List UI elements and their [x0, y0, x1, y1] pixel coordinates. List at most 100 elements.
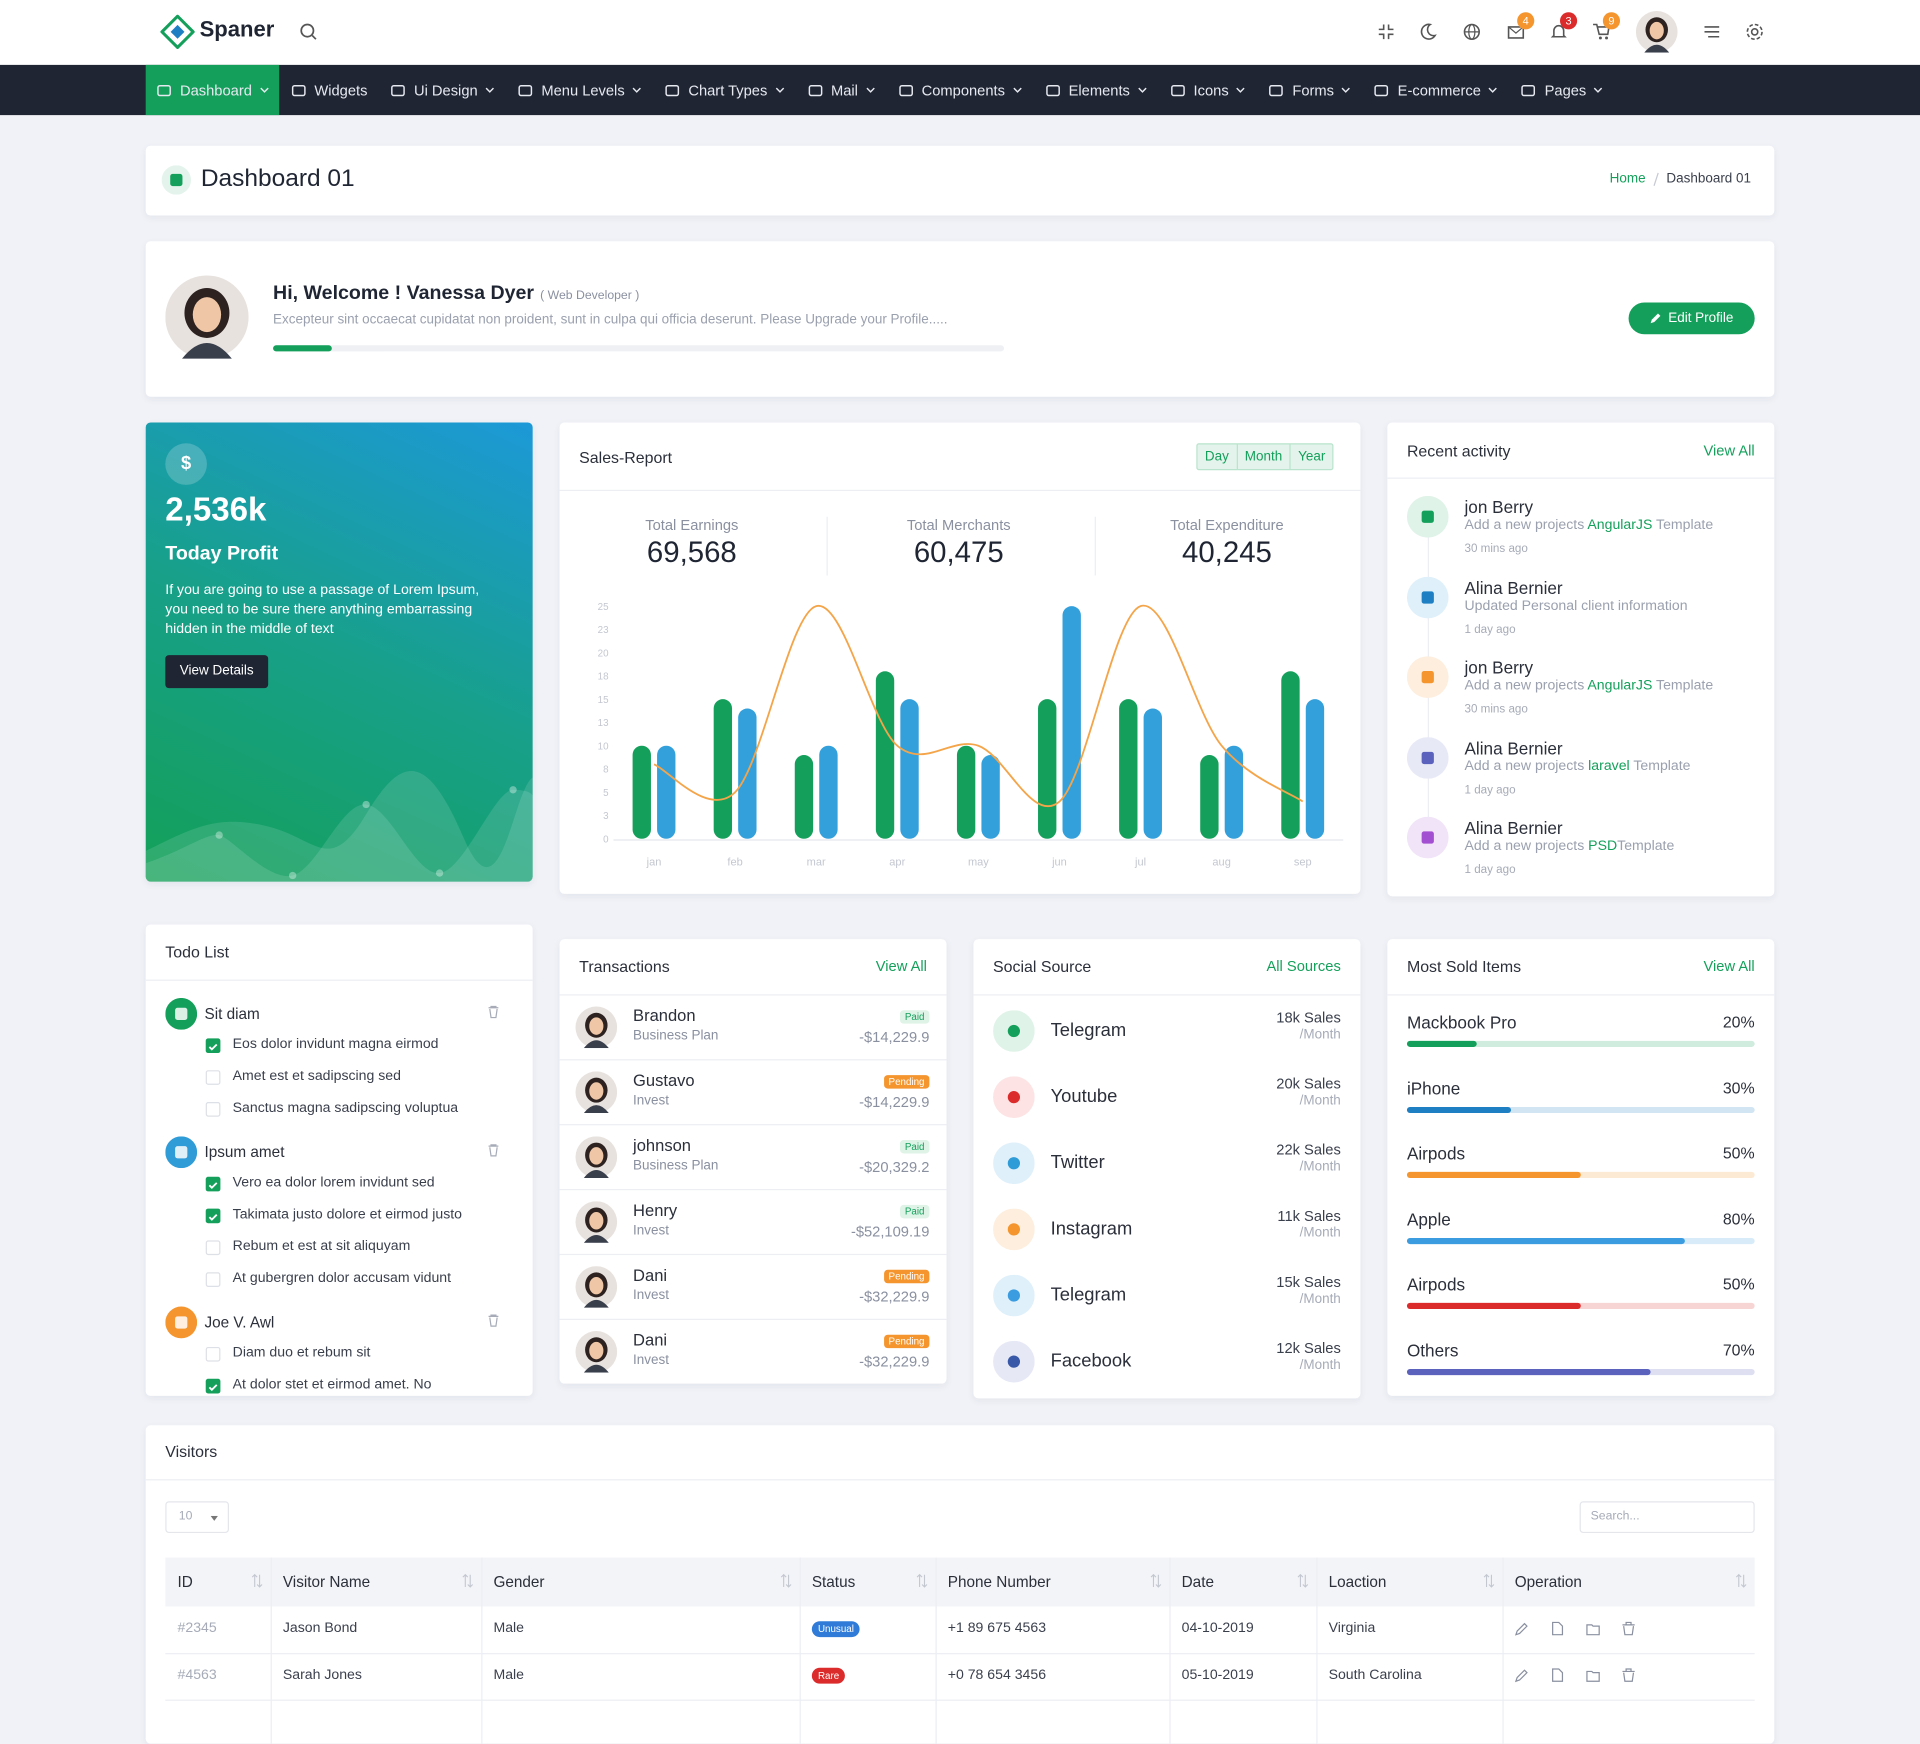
activity-icon [1406, 495, 1449, 538]
social-sales: 11k Sales [1277, 1207, 1341, 1225]
nav-item[interactable]: Chart Types [653, 65, 796, 115]
nav-chevron [1342, 87, 1351, 93]
operation-icon[interactable] [1586, 1621, 1601, 1636]
social-sales: 18k Sales [1276, 1008, 1341, 1027]
social-period: /Month [1299, 1027, 1341, 1043]
checkbox[interactable] [205, 1102, 221, 1117]
nav-icon-shape [898, 84, 913, 96]
transactions-card: Transactions View All Brandon Business Plan… [559, 939, 947, 1384]
todo-group-title: Joe V. Awl [204, 1313, 275, 1332]
nav-item[interactable]: Elements [1033, 65, 1158, 115]
checkbox[interactable] [205, 1240, 221, 1256]
line [653, 605, 1304, 808]
item-name: Airpods [1406, 1274, 1466, 1295]
icon-glyph [175, 1316, 188, 1329]
profit-card: $2,536k Today Profit If you are going to u… [145, 422, 533, 882]
divider [559, 1253, 947, 1256]
dark-mode-icon[interactable] [1418, 22, 1438, 42]
nav-item[interactable]: Dashboard [145, 64, 279, 116]
all-sources-link[interactable]: All Sources [1266, 957, 1341, 975]
column-border [1169, 1557, 1171, 1744]
trash [488, 1144, 499, 1157]
sort-icon [1735, 1573, 1747, 1588]
nav-item[interactable]: Forms [1257, 65, 1362, 115]
sort-arrows [1297, 1573, 1309, 1588]
nav-chevron [775, 87, 784, 93]
view-all-link[interactable]: View All [1703, 957, 1755, 975]
period-button[interactable]: Year [1289, 444, 1333, 469]
chevron [1594, 87, 1603, 93]
nav-item[interactable]: Components [886, 65, 1033, 115]
divider [1387, 477, 1775, 479]
item-percent: 50% [1722, 1274, 1755, 1294]
nav-item[interactable]: Widgets [279, 65, 379, 115]
view-all-link[interactable]: View All [1703, 442, 1755, 460]
checkbox[interactable] [205, 1176, 221, 1192]
avatar-face [1649, 21, 1664, 40]
nav-item[interactable]: Mail [795, 65, 886, 115]
chevron [485, 87, 495, 93]
bar [632, 745, 651, 839]
operation-icon[interactable] [1621, 1621, 1636, 1636]
checkbox[interactable] [205, 1038, 221, 1054]
checkbox[interactable] [205, 1272, 221, 1287]
search-icon[interactable] [299, 22, 319, 42]
nav-item[interactable]: E-commerce [1362, 65, 1509, 115]
status-badge: Paid [899, 1204, 930, 1219]
sort-arrows [1735, 1573, 1747, 1588]
breadcrumb-link[interactable]: Home [1609, 171, 1646, 187]
nav-item[interactable]: Ui Design [378, 65, 505, 115]
search-input[interactable]: Search... [1579, 1501, 1755, 1534]
transaction-name: Dani [633, 1331, 668, 1350]
view-all-link[interactable]: View All [875, 957, 927, 975]
nav-item[interactable]: Menu Levels [506, 65, 653, 115]
avatar-body [583, 1234, 609, 1243]
settings-icon[interactable] [1745, 22, 1765, 42]
delete-icon [488, 1005, 499, 1019]
divider [559, 1188, 947, 1191]
fullscreen-icon[interactable] [1376, 22, 1396, 42]
activity-highlight: PSD [1588, 838, 1618, 854]
avatar-face [192, 297, 222, 333]
operation-icon[interactable] [1514, 1668, 1530, 1683]
activity-text: Template [1652, 678, 1714, 694]
checkbox[interactable] [205, 1346, 221, 1362]
operation-icon[interactable] [1550, 1621, 1565, 1636]
progress-bar [1406, 1237, 1686, 1244]
operation-icon[interactable] [1586, 1668, 1601, 1683]
checkbox[interactable] [205, 1208, 221, 1224]
page-title: Dashboard 01 [200, 165, 355, 193]
language-icon[interactable] [1462, 22, 1482, 42]
status-badge: Paid [899, 1010, 930, 1024]
check-mark [208, 1182, 218, 1190]
mail-icon[interactable] [1506, 22, 1526, 42]
bar [794, 755, 814, 839]
x-tick-label: feb [727, 857, 742, 869]
operation-icon[interactable] [1514, 1621, 1530, 1636]
operation-icon[interactable] [1621, 1668, 1636, 1683]
nav-label: Components [921, 81, 1005, 99]
page-length-select[interactable]: 10 [165, 1501, 229, 1534]
pencil [1651, 313, 1661, 324]
checkbox[interactable] [205, 1378, 221, 1394]
icon-glyph [175, 1007, 188, 1021]
operation-icon[interactable] [1550, 1668, 1565, 1683]
nav-item[interactable]: Pages [1509, 65, 1614, 115]
edit-profile-button[interactable]: Edit Profile [1628, 302, 1755, 335]
view-details-button[interactable]: View Details [165, 655, 269, 689]
social-icon [993, 1010, 1035, 1052]
avatar-face [589, 1276, 604, 1295]
bar [713, 699, 733, 839]
transaction-name: Gustavo [633, 1071, 695, 1090]
nav-item[interactable]: Icons [1158, 65, 1257, 115]
todo-group-title: Ipsum amet [204, 1143, 285, 1161]
menu-icon[interactable] [1702, 22, 1722, 42]
activity-text: Add a new projects [1464, 678, 1588, 694]
todo-group-icon [165, 1136, 198, 1169]
table-cell: Jason Bond [282, 1621, 358, 1636]
period-button[interactable]: Month [1236, 444, 1289, 469]
column-header: Status [811, 1573, 856, 1591]
checkbox[interactable] [205, 1070, 221, 1085]
nav-icon [808, 84, 822, 96]
period-button[interactable]: Day [1204, 449, 1229, 465]
